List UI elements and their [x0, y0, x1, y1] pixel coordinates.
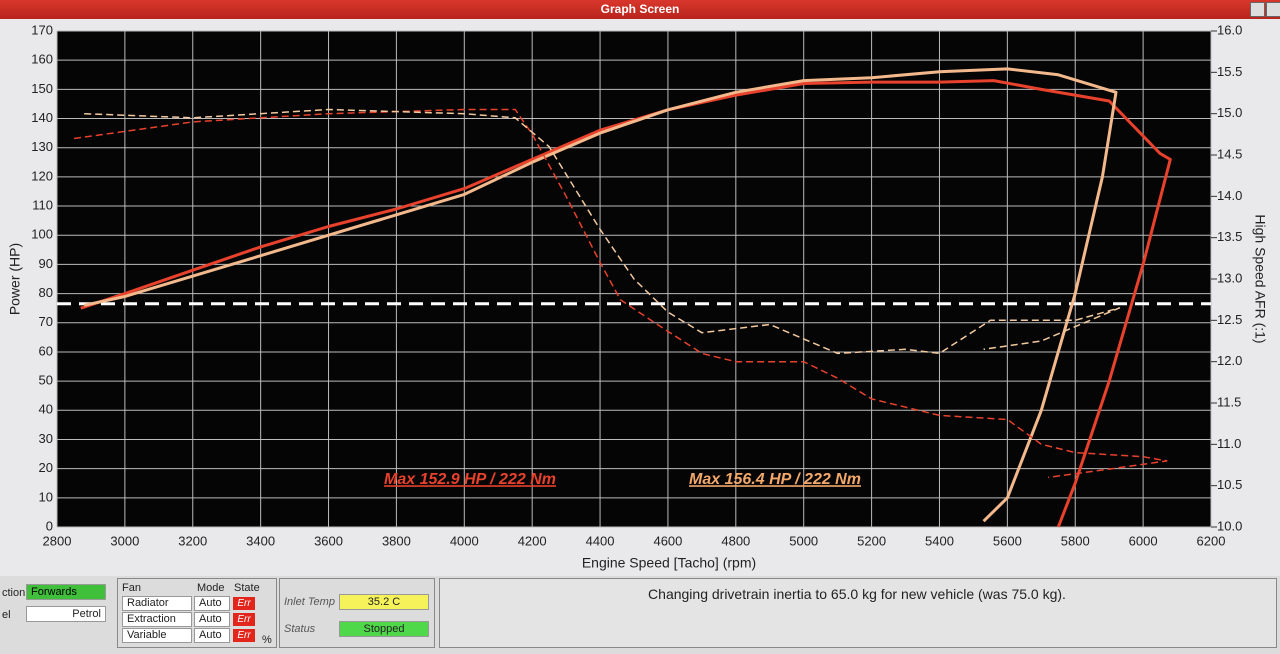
fan-box: [117, 578, 277, 648]
fan-name: Extraction: [122, 612, 192, 627]
y-tick-label: 160: [31, 52, 53, 67]
x-tick-label: 5600: [993, 533, 1022, 548]
y2-tick-label: 16.0: [1217, 22, 1242, 37]
y2-tick-label: 12.5: [1217, 312, 1242, 327]
y-tick-label: 70: [39, 314, 53, 329]
y2-tick-label: 11.0: [1217, 436, 1241, 451]
y2-tick-label: 15.0: [1217, 105, 1242, 120]
y2-tick-label: 14.0: [1217, 188, 1242, 203]
message-box: [439, 578, 1277, 648]
y-tick-label: 100: [31, 227, 53, 242]
direction-dropdown[interactable]: Forwards: [26, 584, 106, 600]
inlet-temp: 35.2 C: [339, 594, 429, 610]
afr-line: [84, 108, 1121, 355]
direction-label: ction: [2, 587, 26, 599]
y2-tick-label: 10.0: [1217, 518, 1242, 533]
x-tick-label: 5000: [789, 533, 818, 548]
x-tick-label: 6200: [1197, 533, 1226, 548]
status-box: [279, 578, 435, 648]
y2-tick-label: 14.5: [1217, 146, 1242, 161]
status-message: Changing drivetrain inertia to 65.0 kg f…: [648, 586, 1066, 602]
power-line: [83, 67, 1118, 523]
control-panel: ction Forwards el Petrol Fan Mode State …: [0, 576, 1280, 654]
fan-mode[interactable]: Auto: [194, 628, 230, 643]
y-tick-label: 0: [46, 518, 53, 533]
y-tick-label: 50: [39, 373, 53, 388]
x-axis-label: Engine Speed [Tacho] (rpm): [582, 555, 756, 571]
close-button[interactable]: [1266, 2, 1280, 17]
y2-axis-label: High Speed AFR (:1): [1252, 214, 1268, 343]
y-tick-label: 170: [31, 22, 53, 37]
chart: Engine Speed [Tacho] (rpm) Power (HP) Hi…: [7, 22, 1269, 571]
y2-tick-label: 15.5: [1217, 64, 1242, 79]
x-tick-label: 4600: [653, 533, 682, 548]
fan-header: Fan: [122, 582, 141, 594]
x-tick-label: 3600: [314, 533, 343, 548]
y2-tick-label: 10.5: [1217, 477, 1242, 492]
status: Stopped: [339, 621, 429, 637]
fuel-field: Petrol: [26, 606, 106, 622]
minimize-button[interactable]: [1250, 2, 1265, 17]
y2-tick-label: 13.5: [1217, 229, 1242, 244]
fan-name: Variable: [122, 628, 192, 643]
state-header: State: [234, 582, 260, 594]
y2-tick-label: 13.0: [1217, 270, 1242, 285]
annotation: Max 156.4 HP / 222 Nm: [689, 471, 861, 488]
y-tick-label: 110: [32, 197, 53, 212]
x-tick-label: 6000: [1129, 533, 1158, 548]
status-label: Status: [284, 623, 316, 635]
x-tick-label: 4800: [721, 533, 750, 548]
y-tick-label: 90: [39, 256, 53, 271]
y-tick-label: 10: [39, 489, 53, 504]
afr-line: [73, 108, 1168, 479]
y-tick-label: 150: [31, 81, 53, 96]
x-tick-label: 4000: [450, 533, 479, 548]
fuel-label: el: [2, 609, 11, 621]
x-tick-label: 5400: [925, 533, 954, 548]
title-bar: Graph Screen: [0, 0, 1280, 19]
y-tick-label: 20: [39, 460, 53, 475]
x-tick-label: 4200: [518, 533, 547, 548]
x-tick-label: 3800: [382, 533, 411, 548]
y2-tick-label: 12.0: [1217, 353, 1242, 368]
y2-tick-label: 11.5: [1217, 394, 1241, 409]
x-tick-label: 4400: [586, 533, 615, 548]
x-tick-label: 2800: [43, 533, 72, 548]
x-tick-label: 5200: [857, 533, 886, 548]
x-tick-label: 3000: [110, 533, 139, 548]
mode-header: Mode: [197, 582, 225, 594]
y-axis-label: Power (HP): [7, 243, 23, 315]
y-tick-label: 140: [31, 110, 53, 125]
fan-state: Err: [233, 629, 255, 642]
x-tick-label: 3400: [246, 533, 275, 548]
y-tick-label: 60: [39, 343, 53, 358]
percent-label: %: [262, 634, 272, 646]
x-tick-label: 3200: [178, 533, 207, 548]
fan-mode[interactable]: Auto: [194, 596, 230, 611]
y-tick-label: 130: [31, 139, 53, 154]
inlet-temp-label: Inlet Temp: [284, 596, 335, 608]
power-line: [80, 79, 1172, 528]
fan-state: Err: [233, 613, 255, 626]
y-tick-label: 30: [39, 431, 53, 446]
fan-state: Err: [233, 597, 255, 610]
window-title: Graph Screen: [600, 2, 680, 16]
y-tick-label: 80: [39, 285, 53, 300]
fan-name: Radiator: [122, 596, 192, 611]
annotation: Max 152.9 HP / 222 Nm: [384, 471, 556, 488]
fan-mode[interactable]: Auto: [194, 612, 230, 627]
y-tick-label: 120: [31, 168, 53, 183]
y-tick-label: 40: [39, 402, 53, 417]
x-tick-label: 5800: [1061, 533, 1090, 548]
